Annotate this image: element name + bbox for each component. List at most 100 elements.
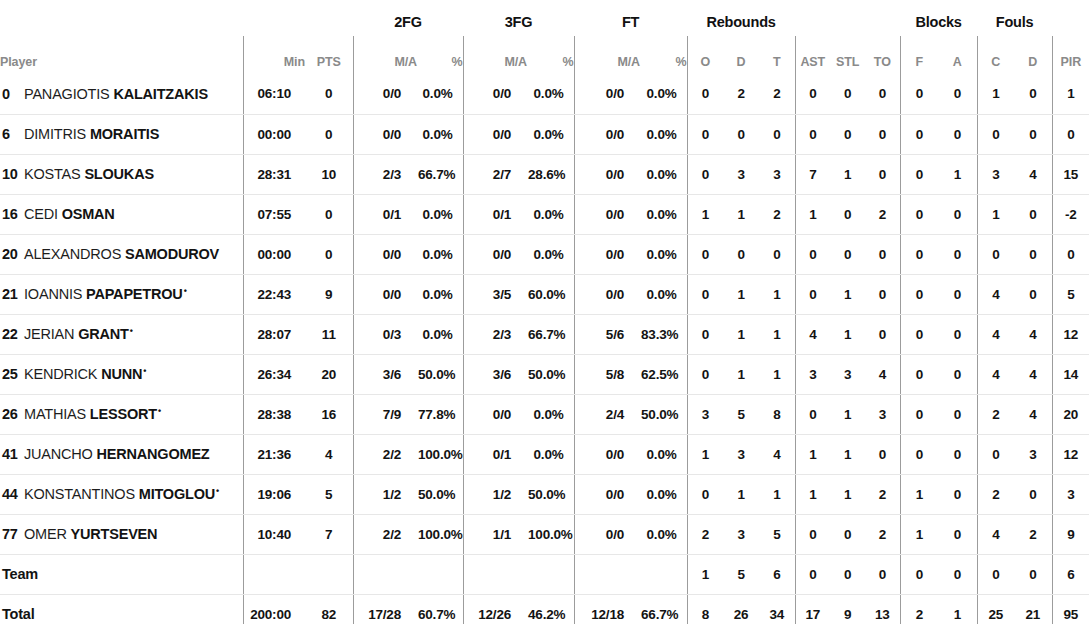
stat-2fg-pct: 0.0% xyxy=(417,114,463,154)
stat-foul-c: 0 xyxy=(977,234,1014,274)
column-header-pir: PIR xyxy=(1052,36,1089,74)
stat-min: 21:36 xyxy=(243,434,305,474)
player-cell[interactable]: 22JERIAN GRANT• xyxy=(0,314,243,354)
stat-foul-c: 2 xyxy=(977,474,1014,514)
stat-foul-d: 0 xyxy=(1014,74,1052,114)
player-name[interactable]: OMER YURTSEVEN xyxy=(24,526,157,542)
stat-blk-a: 0 xyxy=(938,434,977,474)
stat-ft-pct: 0.0% xyxy=(640,234,687,274)
stat-min: 07:55 xyxy=(243,194,305,234)
stat-ft-pct: 0.0% xyxy=(640,434,687,474)
stat-stl: 1 xyxy=(830,474,865,514)
player-cell[interactable]: 6DIMITRIS MORAITIS xyxy=(0,114,243,154)
stat-ft-ma: 0/0 xyxy=(574,114,640,154)
player-number: 41 xyxy=(2,446,19,462)
player-cell[interactable]: 10KOSTAS SLOUKAS xyxy=(0,154,243,194)
stat-blk-a: 0 xyxy=(938,394,977,434)
stat-3fg-pct: 50.0% xyxy=(527,474,574,514)
stat-reb-t: 3 xyxy=(759,154,795,194)
player-row: 41JUANCHO HERNANGOMEZ21:3642/2100.0%0/10… xyxy=(0,434,1089,474)
stat-to: 0 xyxy=(865,434,900,474)
stat-ft-ma: 0/0 xyxy=(574,74,640,114)
stat-foul-d: 0 xyxy=(1014,554,1052,594)
stat-3fg-ma: 0/0 xyxy=(463,234,527,274)
stat-reb-o: 0 xyxy=(687,314,723,354)
player-cell[interactable]: 77OMER YURTSEVEN xyxy=(0,514,243,554)
stat-to: 0 xyxy=(865,314,900,354)
group-header-3fg: 3FG xyxy=(463,0,574,36)
stat-3fg-ma: 1/1 xyxy=(463,514,527,554)
player-name[interactable]: PANAGIOTIS KALAITZAKIS xyxy=(24,86,208,102)
stat-min: 19:06 xyxy=(243,474,305,514)
player-name[interactable]: KOSTAS SLOUKAS xyxy=(24,166,154,182)
stat-ft-pct: 50.0% xyxy=(640,394,687,434)
player-name[interactable]: KONSTANTINOS MITOGLOU• xyxy=(24,486,219,502)
stat-foul-c: 4 xyxy=(977,514,1014,554)
stat-stl: 0 xyxy=(830,514,865,554)
stat-3fg-ma: 0/1 xyxy=(463,434,527,474)
stat-reb-d: 1 xyxy=(723,354,759,394)
stat-3fg-ma: 0/0 xyxy=(463,394,527,434)
group-header-rebounds: Rebounds xyxy=(687,0,795,36)
stat-2fg-pct: 100.0% xyxy=(417,514,463,554)
group-spacer xyxy=(795,0,900,36)
player-row: 22JERIAN GRANT•28:07110/30.0%2/366.7%5/6… xyxy=(0,314,1089,354)
stat-3fg-pct: 100.0% xyxy=(527,514,574,554)
player-row: 0PANAGIOTIS KALAITZAKIS06:1000/00.0%0/00… xyxy=(0,74,1089,114)
player-cell[interactable]: 41 JUANCHO HERNANGOMEZ xyxy=(0,434,243,474)
stat-foul-c: 0 xyxy=(977,434,1014,474)
total-label: Total xyxy=(2,606,35,622)
stat-pir: 12 xyxy=(1052,434,1089,474)
player-name[interactable]: IOANNIS PAPAPETROU• xyxy=(24,286,187,302)
boxscore-table: 2FG 3FG FT Rebounds Blocks Fouls Player … xyxy=(0,0,1089,624)
stat-3fg-pct: 60.0% xyxy=(527,274,574,314)
stat-2fg-ma: 2/2 xyxy=(353,434,417,474)
player-name[interactable]: DIMITRIS MORAITIS xyxy=(24,126,159,142)
player-name[interactable]: MATHIAS LESSORT• xyxy=(24,406,161,422)
stat-reb-d: 1 xyxy=(723,274,759,314)
player-name[interactable]: CEDI OSMAN xyxy=(24,206,115,222)
stat-stl: 1 xyxy=(830,274,865,314)
stat-foul-d: 0 xyxy=(1014,114,1052,154)
stat-3fg-pct: 0.0% xyxy=(527,74,574,114)
player-cell[interactable]: 16CEDI OSMAN xyxy=(0,194,243,234)
player-cell[interactable]: 0PANAGIOTIS KALAITZAKIS xyxy=(0,74,243,114)
player-cell[interactable]: 26MATHIAS LESSORT• xyxy=(0,394,243,434)
stat-blk-a: 1 xyxy=(938,594,977,624)
group-header-fouls: Fouls xyxy=(977,0,1052,36)
stat-2fg-ma: 2/2 xyxy=(353,514,417,554)
stat-ft-ma: 5/6 xyxy=(574,314,640,354)
stat-pts: 9 xyxy=(305,274,353,314)
column-header-blocks-f: F xyxy=(900,36,938,74)
player-name[interactable]: JUANCHO HERNANGOMEZ xyxy=(24,446,210,462)
stat-2fg-pct: 0.0% xyxy=(417,194,463,234)
stat-reb-t: 8 xyxy=(759,394,795,434)
stat-foul-c: 0 xyxy=(977,114,1014,154)
stat-reb-d: 1 xyxy=(723,314,759,354)
player-cell[interactable]: 25KENDRICK NUNN• xyxy=(0,354,243,394)
column-header-reb-o: O xyxy=(687,36,723,74)
player-cell[interactable]: 21IOANNIS PAPAPETROU• xyxy=(0,274,243,314)
stat-foul-d: 4 xyxy=(1014,394,1052,434)
stat-reb-t: 1 xyxy=(759,314,795,354)
player-name[interactable]: JERIAN GRANT• xyxy=(24,326,133,342)
player-name[interactable]: KENDRICK NUNN• xyxy=(24,366,146,382)
stat-min: 26:34 xyxy=(243,354,305,394)
stat-ft-pct: 66.7% xyxy=(640,594,687,624)
player-cell[interactable]: 44KONSTANTINOS MITOGLOU• xyxy=(0,474,243,514)
stat-2fg-ma: 17/28 xyxy=(353,594,417,624)
stat-reb-o: 1 xyxy=(687,194,723,234)
player-name[interactable]: ALEXANDROS SAMODUROV xyxy=(24,246,219,262)
stat-stl: 1 xyxy=(830,154,865,194)
stat-pts xyxy=(305,554,353,594)
player-cell[interactable]: 20ALEXANDROS SAMODUROV xyxy=(0,234,243,274)
stat-3fg-ma: 0/0 xyxy=(463,114,527,154)
stat-reb-t: 5 xyxy=(759,514,795,554)
stat-stl: 1 xyxy=(830,434,865,474)
stat-blk-f: 2 xyxy=(900,594,938,624)
stat-pts: 20 xyxy=(305,354,353,394)
stat-ft-ma: 0/0 xyxy=(574,434,640,474)
stat-foul-d: 21 xyxy=(1014,594,1052,624)
group-header-blocks: Blocks xyxy=(900,0,977,36)
stat-3fg-ma: 0/0 xyxy=(463,74,527,114)
